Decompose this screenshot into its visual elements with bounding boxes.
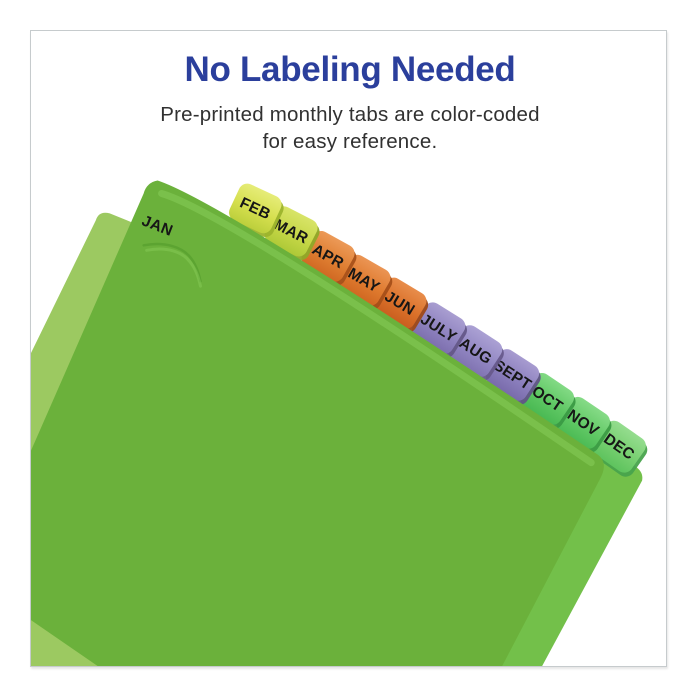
- front-sheet-edge-highlight: [158, 189, 595, 467]
- tab-dec: DEC: [592, 420, 648, 477]
- tab-feb: FEB: [229, 183, 284, 237]
- jan-tab-fold-shadow: [142, 242, 202, 283]
- tab-shape: [229, 183, 282, 234]
- front-divider-sheet: [31, 180, 604, 666]
- image-frame: DEC NOV OCT SEPT AUG JULY JUN MAY APR MAR FEB JAN: [30, 30, 667, 667]
- jan-tab-fold-highlight: [145, 247, 202, 288]
